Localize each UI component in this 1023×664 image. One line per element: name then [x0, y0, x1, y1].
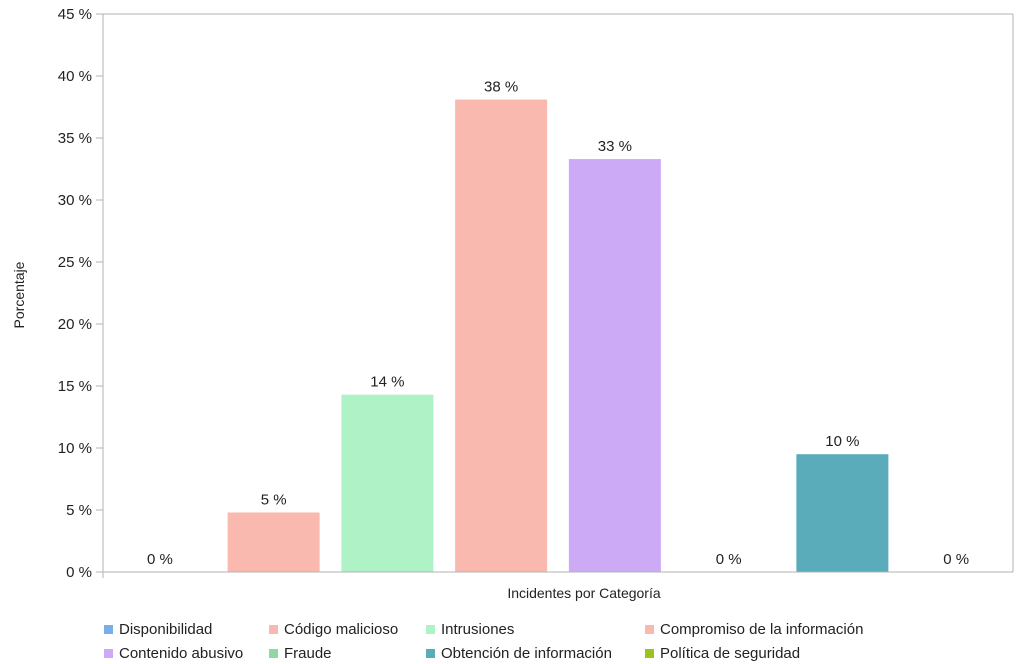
legend-item: Código malicioso: [269, 620, 398, 640]
bar-7: [796, 454, 889, 572]
data-labels: 0 % 5 % 14 % 38 % 33 % 0 % 10 % 0 %: [147, 79, 969, 568]
legend-label: Intrusiones: [441, 621, 515, 638]
legend-label: Compromiso de la información: [660, 621, 864, 638]
data-label: 5 %: [261, 491, 287, 508]
legend-item: Obtención de información: [426, 644, 612, 664]
legend-item: Compromiso de la información: [645, 620, 863, 640]
y-tick-label: 0 %: [66, 564, 92, 581]
y-tick-label: 20 %: [58, 316, 92, 333]
legend-item: Política de seguridad: [645, 644, 800, 664]
legend-swatch: [104, 625, 113, 634]
legend-swatch: [426, 649, 435, 658]
legend-label: Política de seguridad: [660, 645, 801, 662]
legend-item: Contenido abusivo: [104, 644, 243, 664]
data-label: 14 %: [370, 374, 404, 391]
legend-label: Fraude: [284, 645, 332, 662]
y-tick-label: 5 %: [66, 502, 92, 519]
legend-swatch: [426, 625, 435, 634]
legend-label: Disponibilidad: [119, 621, 213, 638]
legend-item: Intrusiones: [426, 620, 514, 640]
bar-3: [341, 394, 434, 572]
legend-swatch: [269, 625, 278, 634]
y-tick-label: 25 %: [58, 254, 92, 271]
bar-2: [227, 512, 320, 572]
y-axis-title: Porcentaje: [11, 261, 27, 328]
data-label: 10 %: [825, 433, 859, 450]
legend-swatch: [269, 649, 278, 658]
data-label: 0 %: [716, 551, 742, 568]
legend-label: Código malicioso: [284, 621, 399, 638]
x-axis-title: Incidentes por Categoría: [507, 585, 661, 601]
bar-chart: 0 % 5 % 10 % 15 % 20 % 25 % 30 % 35 % 40 % 45 % 0…: [11, 6, 1014, 601]
legend-swatch: [645, 649, 654, 658]
bar-5: [568, 159, 661, 572]
data-label: 38 %: [484, 79, 518, 96]
legend-swatch: [104, 649, 113, 658]
legend: Disponibilidad Código malicioso Intrusione…: [104, 620, 1004, 664]
legend-item: Disponibilidad: [104, 620, 212, 640]
legend-item: Fraude: [269, 644, 332, 664]
y-axis-ticks: 0 % 5 % 10 % 15 % 20 % 25 % 30 % 35 % 40 % 45 %: [58, 6, 103, 581]
y-tick-label: 40 %: [58, 68, 92, 85]
y-tick-label: 15 %: [58, 378, 92, 395]
data-label: 0 %: [943, 551, 969, 568]
legend-swatch: [645, 625, 654, 634]
y-tick-label: 10 %: [58, 440, 92, 457]
bars: [227, 99, 889, 572]
legend-label: Contenido abusivo: [119, 645, 244, 662]
y-tick-label: 35 %: [58, 130, 92, 147]
data-label: 0 %: [147, 551, 173, 568]
y-tick-label: 45 %: [58, 6, 92, 23]
y-tick-label: 30 %: [58, 192, 92, 209]
bar-4: [455, 99, 548, 572]
legend-label: Obtención de información: [441, 645, 612, 662]
data-label: 33 %: [598, 138, 632, 155]
